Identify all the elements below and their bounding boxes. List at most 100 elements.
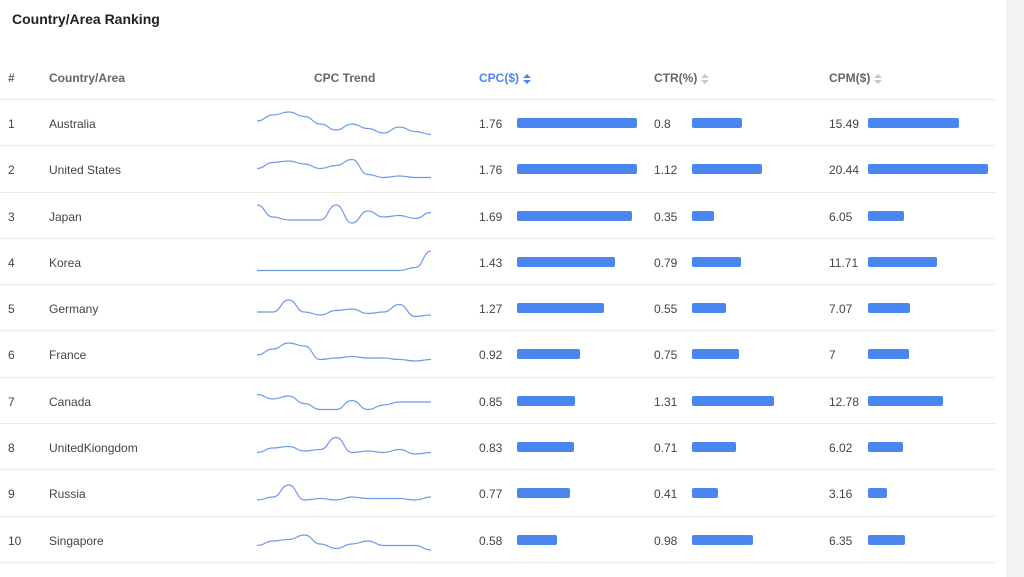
cpc-trend-sparkline [256, 159, 431, 179]
cpc-trend-sparkline [256, 299, 432, 318]
table-row[interactable]: 6 France 0.92 0.75 7 [0, 331, 996, 378]
rank-cell: 7 [8, 394, 15, 409]
cpc-value: 0.83 [479, 441, 503, 456]
table-row[interactable]: 1 Australia 1.76 0.8 15.49 [0, 100, 996, 147]
cpm-bar [868, 164, 988, 175]
rank-cell: 8 [8, 441, 15, 456]
cpc-bar [517, 118, 637, 128]
header-rank: # [8, 71, 15, 85]
header-cpm-label: CPM($) [829, 71, 871, 85]
country-cell: Singapore [49, 533, 104, 548]
ctr-value: 0.8 [654, 117, 671, 131]
sparkline-path [256, 534, 432, 551]
ranking-table: # Country/Area CPC Trend CPC($) CTR(%) C… [0, 55, 996, 563]
ctr-value: 0.98 [654, 533, 678, 548]
ctr-value: 0.71 [654, 441, 678, 456]
cpc-bar [517, 395, 575, 406]
table-row[interactable]: 3 Japan 1.69 0.35 6.05 [0, 193, 996, 239]
cpm-bar [868, 118, 959, 128]
sparkline-path [256, 393, 431, 410]
table-row[interactable]: 9 Russia 0.77 0.41 3.16 [0, 470, 996, 517]
sparkline-path [256, 299, 432, 318]
header-ctr-sort[interactable]: CTR(%) [654, 71, 710, 85]
cpm-bar [868, 395, 944, 406]
ctr-value: 1.31 [654, 394, 678, 409]
sparkline-path [257, 250, 432, 271]
cpc-bar [517, 442, 574, 453]
ctr-bar [692, 256, 742, 267]
ctr-bar [692, 210, 714, 221]
cpc-trend-sparkline [256, 484, 432, 501]
cpm-value: 3.16 [829, 487, 853, 502]
ctr-bar [692, 534, 754, 545]
cpc-value: 0.85 [479, 394, 503, 409]
cpm-bar [868, 210, 904, 221]
ctr-bar [692, 164, 763, 175]
ctr-bar [692, 118, 743, 128]
header-cpc-trend: CPC Trend [314, 71, 376, 85]
rank-cell: 3 [8, 209, 15, 224]
cpm-bar [868, 534, 906, 545]
ctr-bar [692, 395, 774, 406]
ctr-value: 1.12 [654, 163, 678, 178]
cpm-value: 7.07 [829, 302, 853, 317]
rank-cell: 6 [8, 348, 15, 363]
cpc-value: 0.58 [479, 533, 503, 548]
page-title: Country/Area Ranking [12, 11, 160, 27]
cpc-value: 0.92 [479, 348, 503, 363]
cpm-bar [868, 349, 910, 360]
ctr-value: 0.75 [654, 348, 678, 363]
rank-cell: 1 [8, 117, 15, 131]
cpm-value: 20.44 [829, 163, 860, 178]
cpc-trend-sparkline [256, 436, 432, 455]
table-row[interactable]: 8 UnitedKiongdom 0.83 0.71 6.02 [0, 424, 996, 471]
cpc-bar [517, 164, 637, 175]
cpc-trend-sparkline [256, 111, 432, 136]
cpc-trend-sparkline [256, 203, 432, 224]
country-cell: Japan [49, 209, 82, 224]
cpm-value: 15.49 [829, 117, 860, 131]
cpm-value: 12.78 [829, 394, 860, 409]
sparkline-path [256, 484, 432, 501]
rank-cell: 5 [8, 302, 15, 317]
cpc-bar [517, 488, 570, 499]
country-cell: UnitedKiongdom [49, 441, 138, 456]
table-row[interactable]: 4 Korea 1.43 0.79 11.71 [0, 239, 996, 286]
cpc-trend-sparkline [256, 534, 432, 551]
cpc-value: 0.77 [479, 487, 503, 502]
cpc-bar [517, 256, 615, 267]
cpc-trend-sparkline [257, 250, 432, 271]
country-cell: France [49, 348, 87, 363]
table-row[interactable]: 2 United States 1.76 1.12 20.44 [0, 146, 996, 193]
cpm-bar [868, 303, 910, 314]
cpc-value: 1.76 [479, 163, 503, 178]
cpm-value: 6.35 [829, 533, 853, 548]
cpc-bar [517, 534, 557, 545]
cpm-bar [868, 488, 887, 499]
sparkline-path [256, 111, 432, 136]
cpm-value: 7 [829, 348, 836, 363]
ctr-bar [692, 442, 737, 453]
cpc-value: 1.43 [479, 255, 503, 270]
header-cpc-sort[interactable]: CPC($) [479, 71, 532, 85]
country-cell: Russia [49, 487, 86, 502]
table-row[interactable]: 10 Singapore 0.58 0.98 6.35 [0, 517, 996, 563]
rank-cell: 2 [8, 163, 15, 178]
cpm-bar [868, 442, 904, 453]
sort-icon [701, 73, 710, 84]
rank-cell: 4 [8, 255, 15, 270]
cpc-bar [517, 349, 580, 360]
sort-icon [874, 73, 883, 84]
header-cpm-sort[interactable]: CPM($) [829, 71, 883, 85]
ctr-value: 0.41 [654, 487, 678, 502]
table-row[interactable]: 7 Canada 0.85 1.31 12.78 [0, 378, 996, 425]
cpc-value: 1.27 [479, 302, 503, 317]
header-cpc-label: CPC($) [479, 71, 520, 85]
cpm-value: 6.05 [829, 209, 853, 224]
header-country: Country/Area [49, 71, 126, 85]
cpc-value: 1.69 [479, 209, 503, 224]
header-ctr-label: CTR(%) [654, 71, 698, 85]
ctr-value: 0.55 [654, 302, 678, 317]
sparkline-path [256, 203, 432, 224]
table-row[interactable]: 5 Germany 1.27 0.55 7.07 [0, 285, 996, 332]
